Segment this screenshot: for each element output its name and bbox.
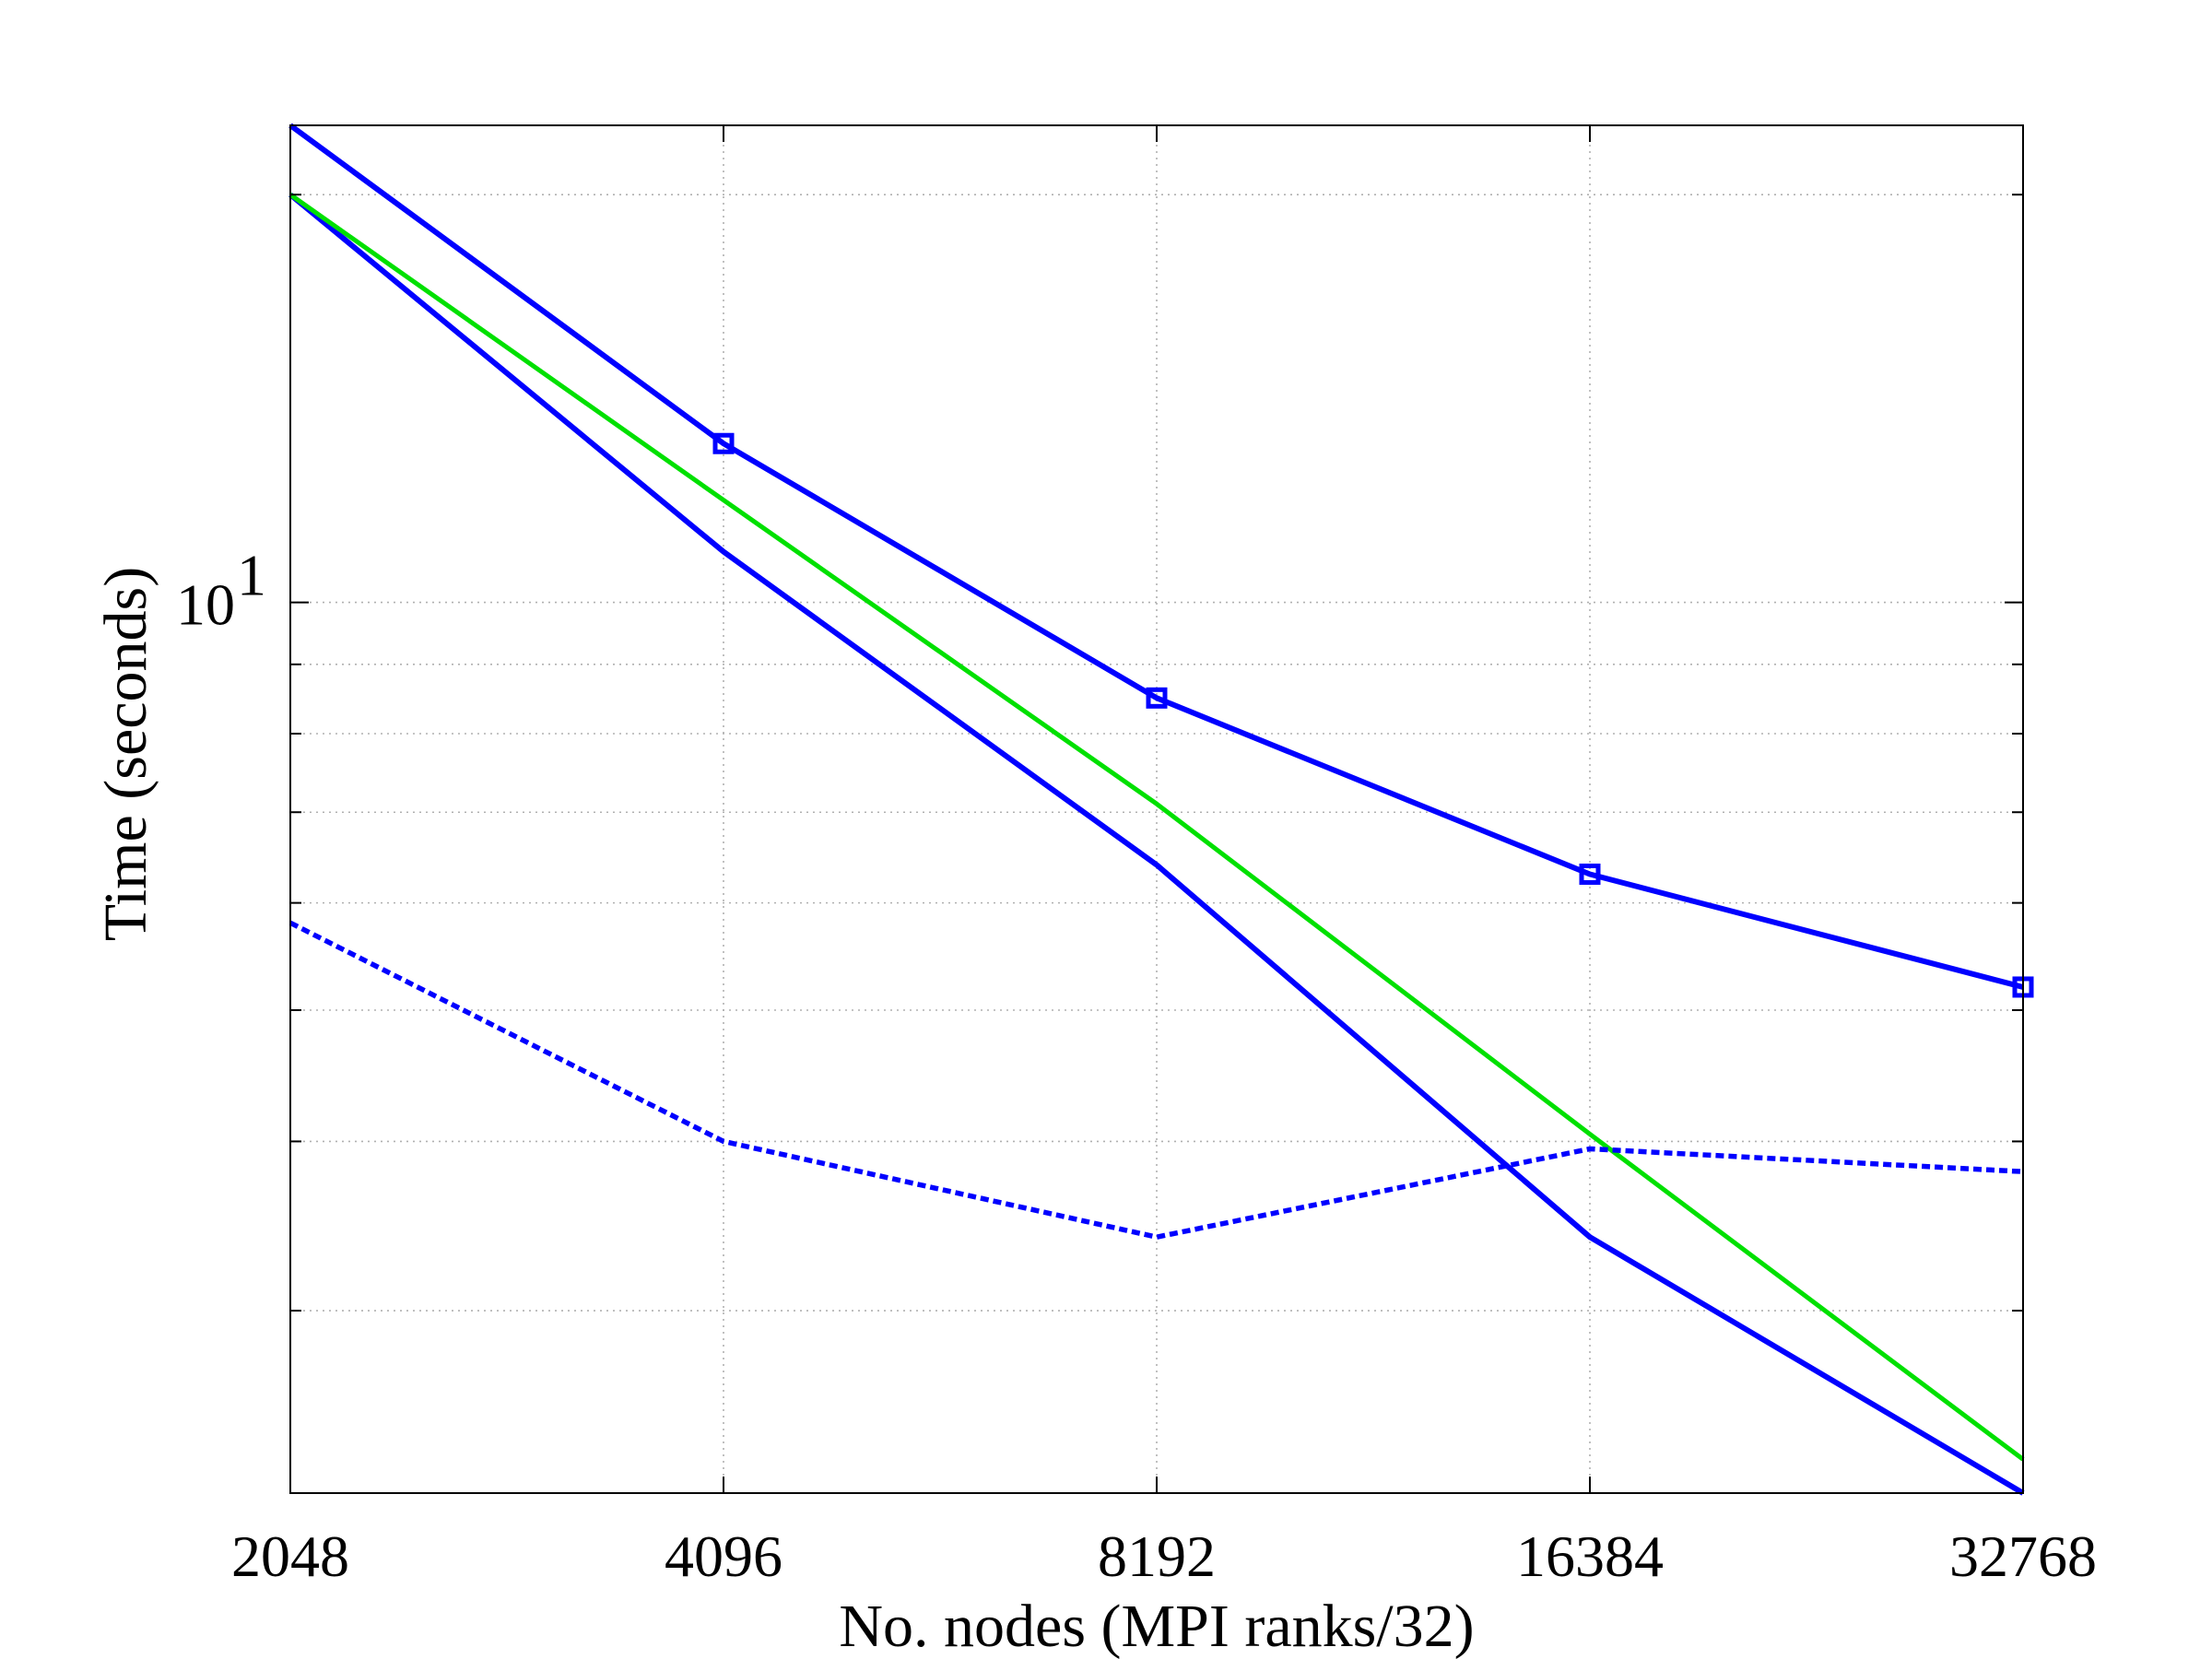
y-axis-title: Time (seconds) — [92, 567, 159, 941]
x-tick-label: 8192 — [1098, 1524, 1216, 1589]
series-line-4 — [288, 920, 2024, 1240]
series-line-2 — [288, 192, 2025, 1496]
y-tick-label-exponent: 1 — [237, 543, 266, 608]
series-1-marker — [1579, 863, 1601, 885]
y-tick-label: 10 — [176, 572, 235, 638]
x-tick-label: 2048 — [231, 1524, 349, 1589]
series-line-3 — [288, 193, 2025, 1462]
grid — [290, 125, 2023, 1493]
tick-labels: 2048 4096 8192 16384 32768 10 1 — [176, 543, 2097, 1589]
x-axis-title: No. nodes (MPI ranks/32) — [839, 1593, 1474, 1659]
series-1-marker — [1146, 687, 1168, 709]
x-tick-label: 16384 — [1516, 1524, 1664, 1589]
x-tick-label: 4096 — [665, 1524, 782, 1589]
series-group — [288, 123, 2034, 1496]
series-1-marker — [712, 432, 735, 454]
axis-ticks — [289, 125, 2024, 1493]
series-line-1 — [288, 123, 2024, 990]
x-tick-label: 32768 — [1949, 1524, 2097, 1589]
